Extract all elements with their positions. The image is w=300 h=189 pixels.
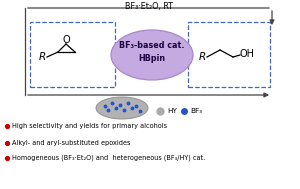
- Text: BF₃·Et₂O, RT: BF₃·Et₂O, RT: [125, 2, 173, 11]
- Bar: [188, 22, 270, 87]
- Ellipse shape: [96, 97, 148, 119]
- Text: OH: OH: [239, 49, 254, 59]
- Text: Alkyl- and aryl-substituted epoxides: Alkyl- and aryl-substituted epoxides: [12, 140, 130, 146]
- Text: R: R: [198, 52, 206, 62]
- Text: R: R: [38, 52, 46, 62]
- Text: O: O: [62, 35, 70, 45]
- Text: BF₃-based cat.
HBpin: BF₃-based cat. HBpin: [119, 41, 185, 63]
- Text: HY: HY: [167, 108, 177, 114]
- Text: High selectivity and yields for primary alcohols: High selectivity and yields for primary …: [12, 123, 167, 129]
- Bar: [30, 22, 115, 87]
- Text: BF₃: BF₃: [190, 108, 202, 114]
- Text: Homogeneous (BF₃·Et₂O) and  heterogeneous (BF₃/HY) cat.: Homogeneous (BF₃·Et₂O) and heterogeneous…: [12, 155, 205, 161]
- Ellipse shape: [111, 30, 193, 80]
